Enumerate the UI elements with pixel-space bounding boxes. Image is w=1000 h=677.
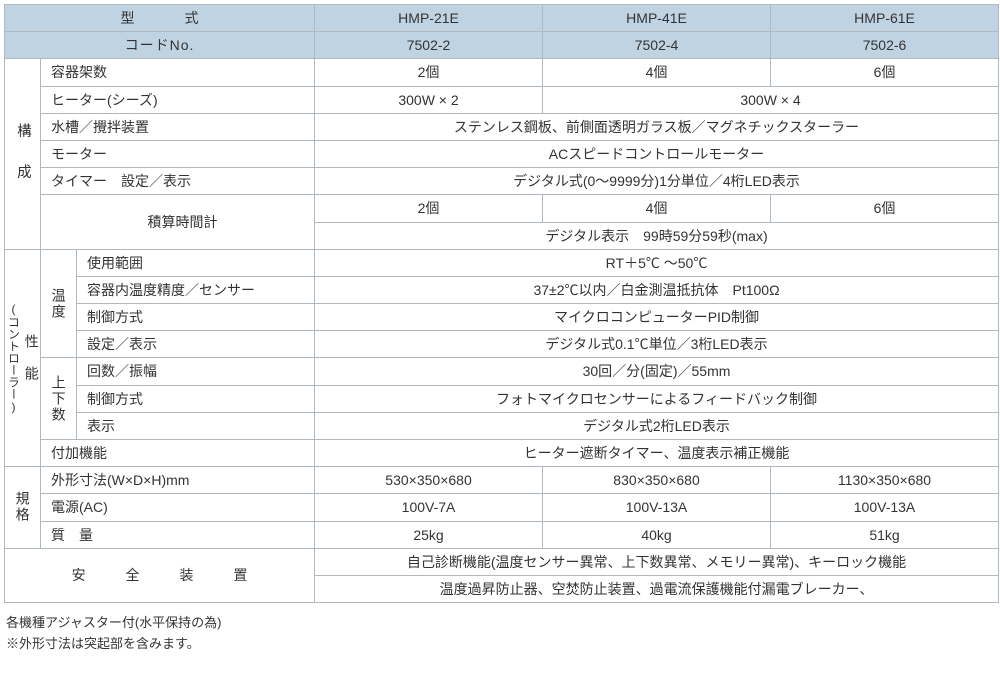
label-heater: ヒーター(シーズ) [41,86,315,113]
val-mass-2: 40kg [543,521,771,548]
sub-temp: 温度 [41,249,77,358]
val-timer: デジタル式(0〜9999分)1分単位／4桁LED表示 [315,168,999,195]
footnote-1: 各機種アジャスター付(水平保持の為) [6,613,992,634]
val-counter-2: 4個 [543,195,771,222]
val-power-3: 100V-13A [771,494,999,521]
label-power: 電源(AC) [41,494,315,521]
row-code: コードNo. 7502-2 7502-4 7502-6 [5,32,999,59]
label-ud-ctrl: 制御方式 [77,385,315,412]
val-heater-23: 300W × 4 [543,86,999,113]
label-temp-accuracy: 容器内温度精度／センサー [77,276,315,303]
row-temp-ctrl: 制御方式 マイクロコンピューターPID制御 [5,304,999,331]
label-extra: 付加機能 [41,440,315,467]
val-power-2: 100V-13A [543,494,771,521]
val-capacity-1: 2個 [315,59,543,86]
spec-table: 型 式 HMP-21E HMP-41E HMP-61E コードNo. 7502-… [4,4,999,603]
label-temp-ctrl: 制御方式 [77,304,315,331]
row-capacity: 構 成 容器架数 2個 4個 6個 [5,59,999,86]
val-dims-1: 530×350×680 [315,467,543,494]
code-label: コードNo. [5,32,315,59]
model-2: HMP-41E [543,5,771,32]
row-temp-range: 性 能(コントローラー) 温度 使用範囲 RT＋5℃ 〜50℃ [5,249,999,276]
val-motor: ACスピードコントロールモーター [315,140,999,167]
val-capacity-2: 4個 [543,59,771,86]
code-2: 7502-4 [543,32,771,59]
val-heater-1: 300W × 2 [315,86,543,113]
val-ud-freq: 30回／分(固定)／55mm [315,358,999,385]
val-counter-1: 2個 [315,195,543,222]
val-safety-2: 温度過昇防止器、空焚防止装置、過電流保護機能付漏電ブレーカー、 [315,575,999,602]
section-seinou: 性 能(コントローラー) [5,249,41,467]
row-model-header: 型 式 HMP-21E HMP-41E HMP-61E [5,5,999,32]
footnote-2: ※外形寸法は突起部を含みます。 [6,634,992,655]
seinou-subtitle: (コントローラー) [7,302,21,414]
val-temp-disp: デジタル式0.1℃単位／3桁LED表示 [315,331,999,358]
label-temp-range: 使用範囲 [77,249,315,276]
val-counter-3: 6個 [771,195,999,222]
seinou-title: 性 能 [24,334,40,382]
code-3: 7502-6 [771,32,999,59]
row-heater: ヒーター(シーズ) 300W × 2 300W × 4 [5,86,999,113]
val-counter-span: デジタル表示 99時59分59秒(max) [315,222,999,249]
row-temp-accuracy: 容器内温度精度／センサー 37±2℃以内／白金測温抵抗体 Pt100Ω [5,276,999,303]
row-extra: 付加機能 ヒーター遮断タイマー、温度表示補正機能 [5,440,999,467]
val-temp-ctrl: マイクロコンピューターPID制御 [315,304,999,331]
val-ud-disp: デジタル式2桁LED表示 [315,412,999,439]
section-kousei: 構 成 [5,59,41,249]
val-ud-ctrl: フォトマイクロセンサーによるフィードバック制御 [315,385,999,412]
footnotes: 各機種アジャスター付(水平保持の為) ※外形寸法は突起部を含みます。 [4,613,992,655]
val-power-1: 100V-7A [315,494,543,521]
model-1: HMP-21E [315,5,543,32]
val-temp-range: RT＋5℃ 〜50℃ [315,249,999,276]
val-safety-1: 自己診断機能(温度センサー異常、上下数異常、メモリー異常)、キーロック機能 [315,548,999,575]
row-mass: 質 量 25kg 40kg 51kg [5,521,999,548]
val-extra: ヒーター遮断タイマー、温度表示補正機能 [315,440,999,467]
model-3: HMP-61E [771,5,999,32]
val-temp-accuracy: 37±2℃以内／白金測温抵抗体 Pt100Ω [315,276,999,303]
val-mixer: ステンレス鋼板、前側面透明ガラス板／マグネチックスターラー [315,113,999,140]
row-mixer: 水槽／攪拌装置 ステンレス鋼板、前側面透明ガラス板／マグネチックスターラー [5,113,999,140]
val-mass-3: 51kg [771,521,999,548]
val-dims-2: 830×350×680 [543,467,771,494]
section-safety: 安 全 装 置 [5,548,315,602]
row-motor: モーター ACスピードコントロールモーター [5,140,999,167]
row-ud-freq: 上下数 回数／振幅 30回／分(固定)／55mm [5,358,999,385]
section-kikaku: 規格 [5,467,41,549]
val-capacity-3: 6個 [771,59,999,86]
sub-updown: 上下数 [41,358,77,440]
label-ud-disp: 表示 [77,412,315,439]
label-temp-disp: 設定／表示 [77,331,315,358]
row-ud-ctrl: 制御方式 フォトマイクロセンサーによるフィードバック制御 [5,385,999,412]
label-motor: モーター [41,140,315,167]
code-1: 7502-2 [315,32,543,59]
row-counter-1: 積算時間計 2個 4個 6個 [5,195,999,222]
val-dims-3: 1130×350×680 [771,467,999,494]
row-safety-1: 安 全 装 置 自己診断機能(温度センサー異常、上下数異常、メモリー異常)、キー… [5,548,999,575]
label-dims: 外形寸法(W×D×H)mm [41,467,315,494]
label-ud-freq: 回数／振幅 [77,358,315,385]
label-counter: 積算時間計 [41,195,315,249]
spec-sheet: 型 式 HMP-21E HMP-41E HMP-61E コードNo. 7502-… [0,0,1000,659]
label-capacity: 容器架数 [41,59,315,86]
model-label: 型 式 [5,5,315,32]
label-mixer: 水槽／攪拌装置 [41,113,315,140]
row-timer: タイマー 設定／表示 デジタル式(0〜9999分)1分単位／4桁LED表示 [5,168,999,195]
row-temp-disp: 設定／表示 デジタル式0.1℃単位／3桁LED表示 [5,331,999,358]
label-mass: 質 量 [41,521,315,548]
row-ud-disp: 表示 デジタル式2桁LED表示 [5,412,999,439]
row-power: 電源(AC) 100V-7A 100V-13A 100V-13A [5,494,999,521]
row-dims: 規格 外形寸法(W×D×H)mm 530×350×680 830×350×680… [5,467,999,494]
label-timer: タイマー 設定／表示 [41,168,315,195]
val-mass-1: 25kg [315,521,543,548]
